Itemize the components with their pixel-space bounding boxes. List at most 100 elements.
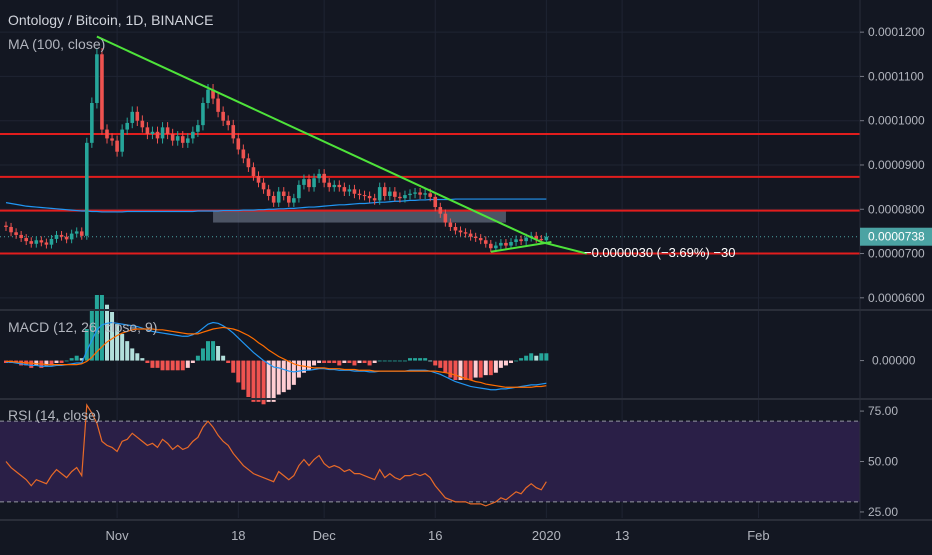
candle-body[interactable] <box>216 98 220 112</box>
candle-body[interactable] <box>100 54 104 130</box>
candle-body[interactable] <box>241 149 246 159</box>
candle-body[interactable] <box>509 242 513 246</box>
candle-body[interactable] <box>473 236 478 239</box>
candle-body[interactable] <box>302 179 306 185</box>
candle-body[interactable] <box>514 239 518 243</box>
candle-body[interactable] <box>519 239 523 242</box>
candle-body[interactable] <box>534 235 539 239</box>
candle-body[interactable] <box>337 184 342 188</box>
candle-body[interactable] <box>186 138 190 143</box>
candle-body[interactable] <box>9 226 13 233</box>
candle-body[interactable] <box>201 102 205 126</box>
candle-body[interactable] <box>443 213 448 223</box>
candle-body[interactable] <box>453 226 458 231</box>
supply-zone[interactable] <box>213 210 506 223</box>
candle-body[interactable] <box>211 89 215 99</box>
candle-body[interactable] <box>342 187 347 192</box>
trendline[interactable] <box>541 241 587 255</box>
candle-body[interactable] <box>292 198 296 203</box>
candle-body[interactable] <box>95 54 99 103</box>
candle-body[interactable] <box>393 191 397 197</box>
rsi-legend[interactable]: RSI (14, close) <box>8 407 101 423</box>
candle-body[interactable] <box>69 233 74 240</box>
candle-body[interactable] <box>478 238 483 241</box>
candle-body[interactable] <box>110 138 114 141</box>
candle-body[interactable] <box>191 131 195 139</box>
candle-body[interactable] <box>468 233 473 237</box>
candle-body[interactable] <box>90 102 94 143</box>
candle-body[interactable] <box>504 242 508 246</box>
candle-body[interactable] <box>433 196 438 208</box>
candle-body[interactable] <box>418 192 422 195</box>
candle-body[interactable] <box>347 189 352 192</box>
candle-body[interactable] <box>332 184 337 188</box>
candle-body[interactable] <box>150 131 155 134</box>
trendline-layer[interactable] <box>96 35 587 255</box>
candle-body[interactable] <box>64 236 69 240</box>
candle-body[interactable] <box>372 198 377 201</box>
candle-body[interactable] <box>180 136 185 143</box>
candle-body[interactable] <box>388 191 392 196</box>
candle-body[interactable] <box>312 178 316 188</box>
candle-body[interactable] <box>74 231 79 234</box>
candle-body[interactable] <box>4 225 8 227</box>
candle-body[interactable] <box>463 232 468 234</box>
candle-body[interactable] <box>130 111 135 123</box>
candle-body[interactable] <box>206 89 210 103</box>
candle-body[interactable] <box>271 195 276 203</box>
candle-body[interactable] <box>135 111 140 121</box>
candle-body[interactable] <box>14 232 18 235</box>
candle-body[interactable] <box>544 236 549 241</box>
candle-body[interactable] <box>44 242 49 245</box>
candle-body[interactable] <box>34 240 39 244</box>
candle-body[interactable] <box>524 237 528 242</box>
candle-body[interactable] <box>317 173 321 179</box>
candle-body[interactable] <box>105 129 109 139</box>
candle-body[interactable] <box>85 142 89 236</box>
candle-body[interactable] <box>377 187 382 201</box>
candle-body[interactable] <box>367 195 372 199</box>
candle-body[interactable] <box>29 241 34 244</box>
horizontal-levels[interactable] <box>0 132 860 255</box>
candle-body[interactable] <box>327 182 331 188</box>
candle-body[interactable] <box>408 193 412 196</box>
candle-body[interactable] <box>160 127 165 139</box>
candle-body[interactable] <box>251 167 256 177</box>
candle-body[interactable] <box>39 240 44 243</box>
trendline[interactable] <box>490 241 552 253</box>
candle-body[interactable] <box>59 234 64 237</box>
ma-legend[interactable]: MA (100, close) <box>8 36 106 52</box>
candle-body[interactable] <box>494 245 498 249</box>
candle-body[interactable] <box>458 230 463 233</box>
candle-body[interactable] <box>266 189 271 196</box>
candles-layer[interactable] <box>4 48 549 253</box>
candle-body[interactable] <box>79 231 84 236</box>
candle-body[interactable] <box>256 176 261 183</box>
candle-body[interactable] <box>382 187 387 196</box>
candle-body[interactable] <box>170 133 175 141</box>
candle-body[interactable] <box>281 191 286 196</box>
candle-body[interactable] <box>276 191 281 203</box>
candle-body[interactable] <box>357 193 362 196</box>
candle-body[interactable] <box>428 193 432 197</box>
candle-body[interactable] <box>246 158 251 168</box>
candle-body[interactable] <box>175 136 180 141</box>
candle-body[interactable] <box>483 240 488 244</box>
candle-body[interactable] <box>322 173 326 183</box>
candle-body[interactable] <box>398 196 402 199</box>
candle-body[interactable] <box>226 120 230 126</box>
candle-body[interactable] <box>120 129 124 152</box>
candle-body[interactable] <box>54 234 59 239</box>
macd-legend[interactable]: MACD (12, 26, close, 9) <box>8 319 158 335</box>
trendline[interactable] <box>96 35 542 243</box>
candle-body[interactable] <box>307 179 311 188</box>
candle-body[interactable] <box>261 182 266 190</box>
candle-body[interactable] <box>125 122 129 130</box>
candle-body[interactable] <box>115 140 119 152</box>
candle-body[interactable] <box>231 125 236 139</box>
candle-body[interactable] <box>24 238 28 242</box>
candle-body[interactable] <box>362 195 367 197</box>
candle-body[interactable] <box>423 193 427 195</box>
